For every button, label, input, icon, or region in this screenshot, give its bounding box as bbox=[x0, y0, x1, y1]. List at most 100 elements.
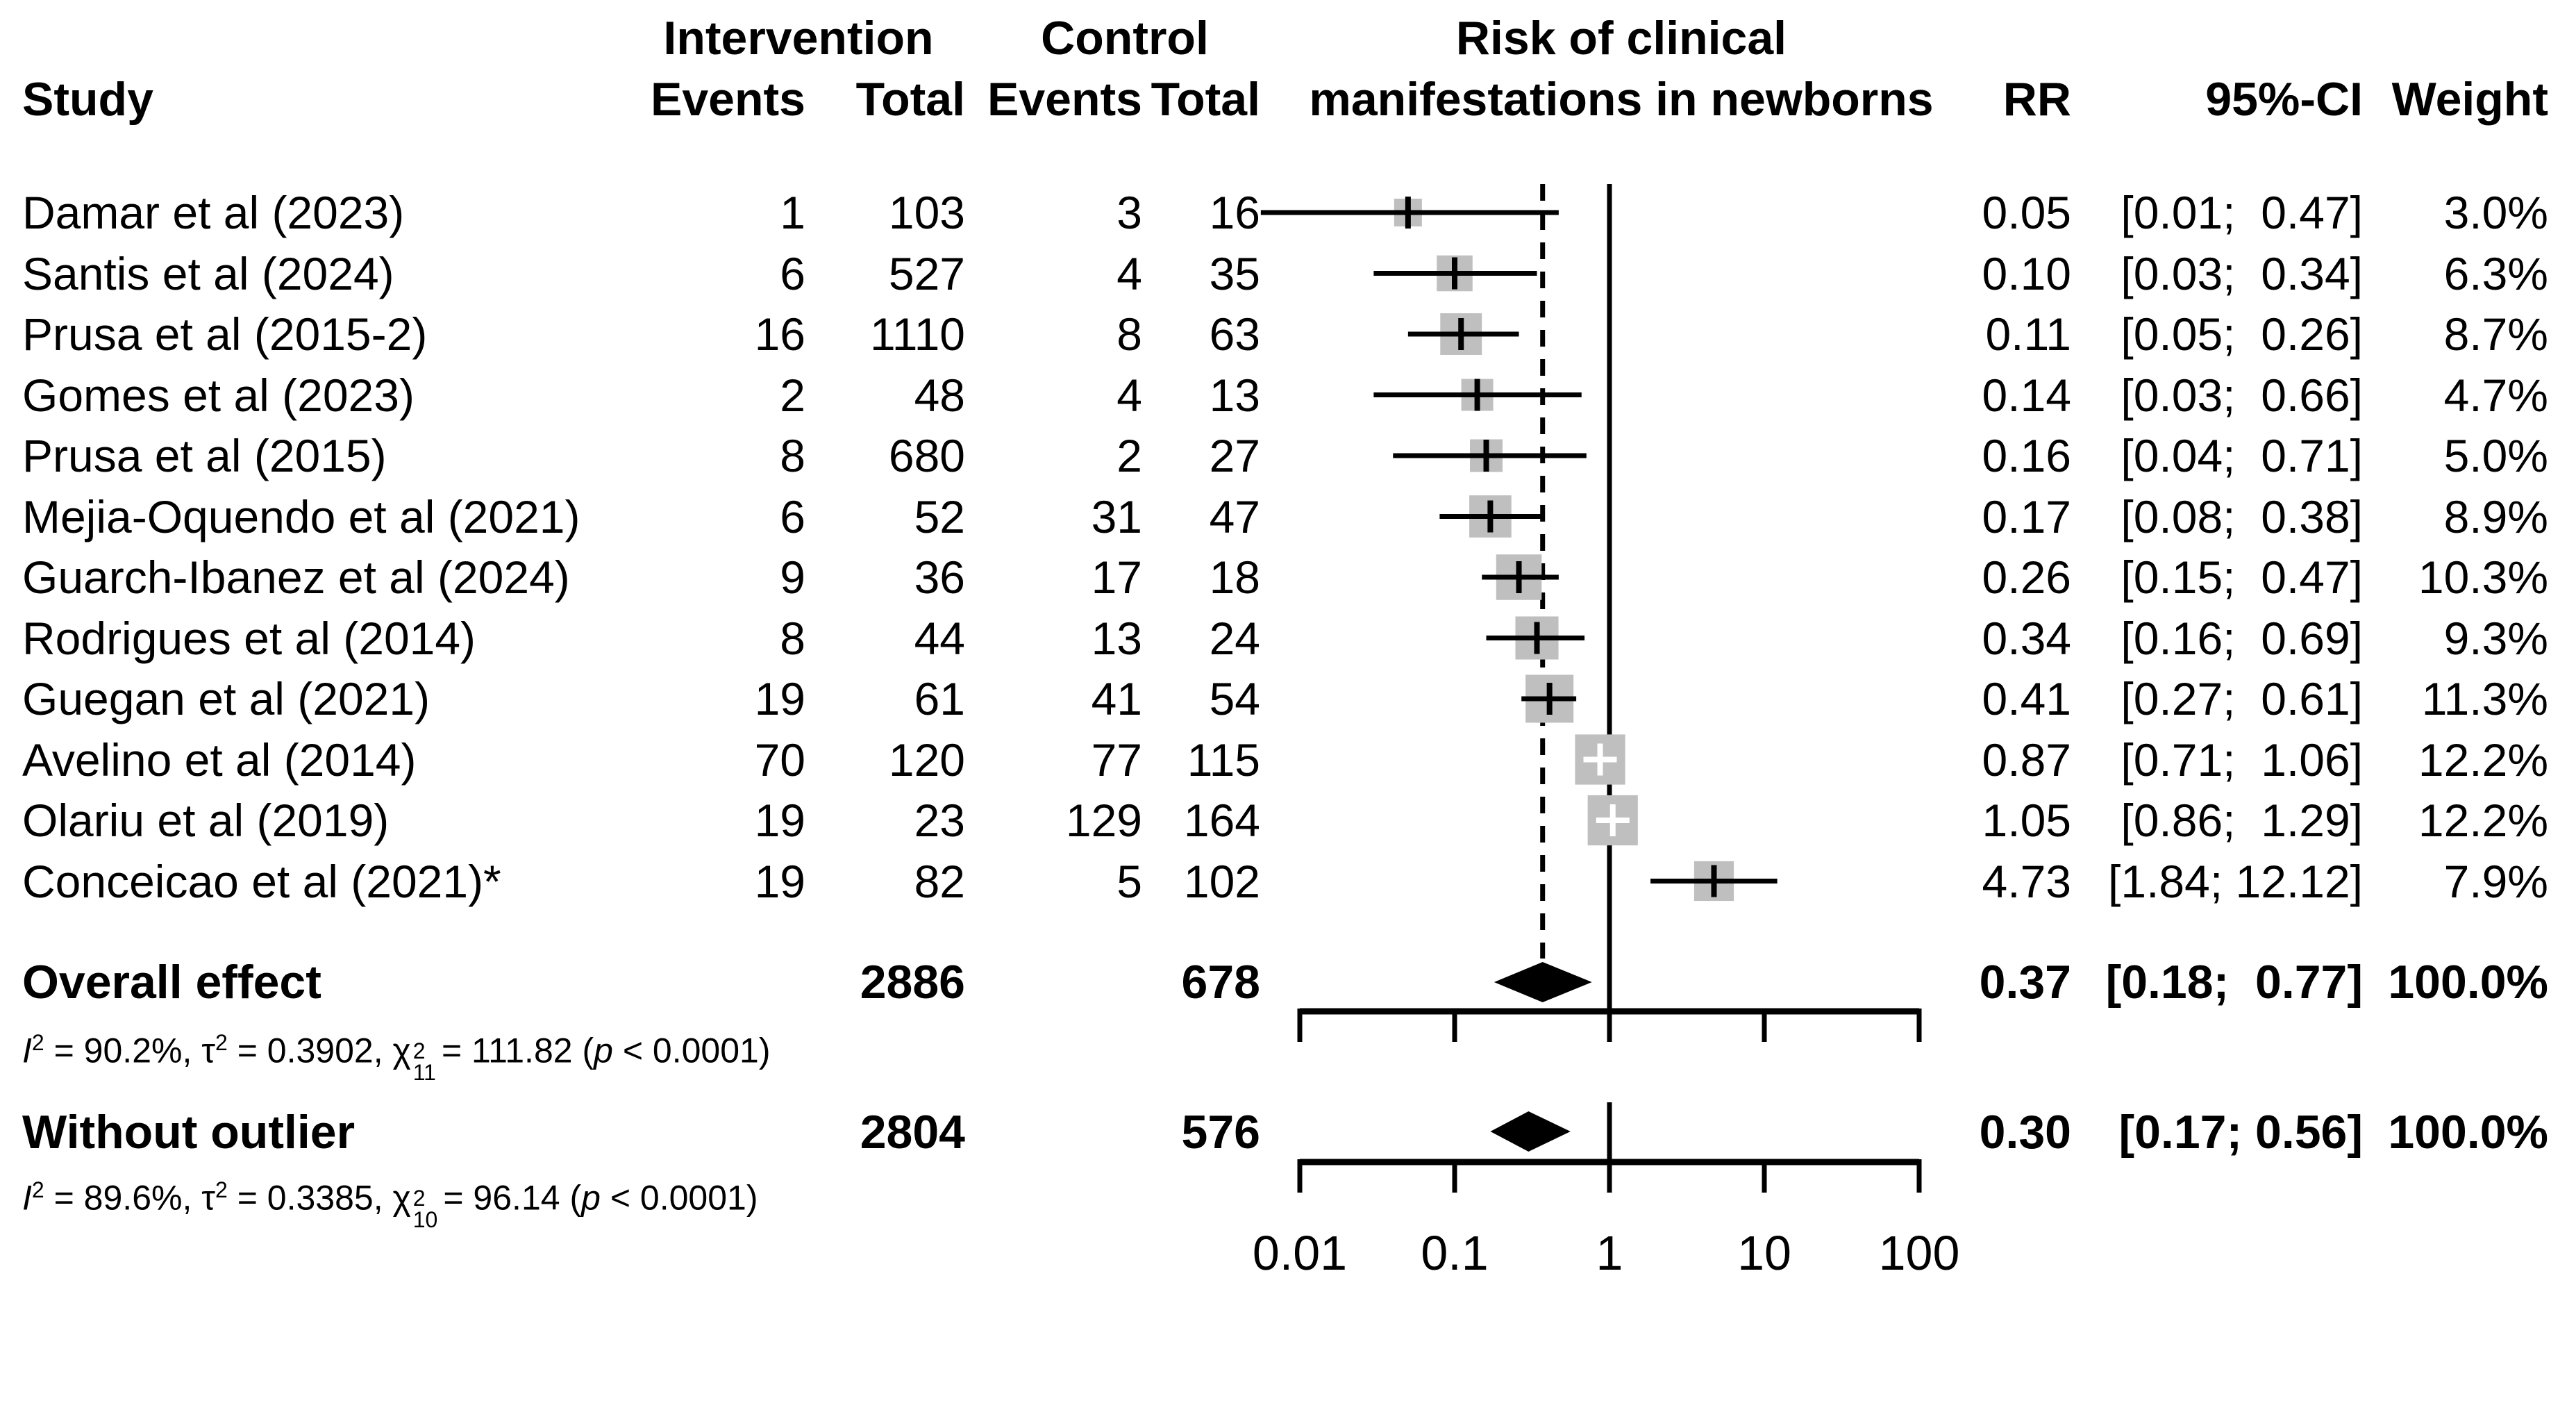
point-marker-tick bbox=[1487, 500, 1494, 533]
plot-title-line2: manifestations in newborns bbox=[1309, 73, 1934, 126]
point-marker-tick bbox=[1458, 318, 1464, 350]
intervention-events: 16 bbox=[754, 308, 805, 360]
intervention-events: 9 bbox=[780, 551, 805, 603]
intervention-total: 1110 bbox=[869, 308, 965, 360]
weight-value: 10.3% bbox=[2418, 551, 2548, 603]
point-marker-tick bbox=[1534, 622, 1540, 654]
summary-without-outlier-control-total: 576 bbox=[1181, 1106, 1260, 1159]
intervention-total: 52 bbox=[914, 490, 965, 542]
rr-value: 0.10 bbox=[1982, 247, 2071, 299]
summary-overall-rr: 0.37 bbox=[1979, 956, 2071, 1009]
ci-value: [0.27; 0.61] bbox=[2121, 673, 2363, 724]
weight-value: 8.9% bbox=[2443, 490, 2548, 542]
point-marker-white-cross bbox=[1609, 804, 1616, 836]
weight-value: 12.2% bbox=[2418, 733, 2548, 786]
column-header-rr: RR bbox=[2002, 73, 2071, 126]
control-total: 115 bbox=[1187, 733, 1260, 786]
overall-effect-diamond bbox=[1494, 962, 1592, 1002]
intervention-total: 44 bbox=[914, 612, 965, 664]
intervention-events: 8 bbox=[780, 612, 805, 664]
control-total: 18 bbox=[1209, 551, 1260, 603]
intervention-total: 680 bbox=[888, 430, 965, 481]
intervention-total: 82 bbox=[914, 855, 965, 907]
study-name: Olariu et al (2019) bbox=[22, 795, 390, 846]
summary-without-outlier-rr: 0.30 bbox=[1979, 1106, 2071, 1159]
control-events: 31 bbox=[1091, 490, 1142, 542]
control-events: 129 bbox=[1065, 795, 1142, 846]
intervention-total: 61 bbox=[914, 673, 965, 724]
study-name: Santis et al (2024) bbox=[22, 247, 394, 299]
column-header-control-events: Events bbox=[987, 73, 1142, 126]
rr-value: 1.05 bbox=[1982, 795, 2071, 846]
ci-value: [0.86; 1.29] bbox=[2121, 795, 2363, 846]
weight-value: 6.3% bbox=[2443, 247, 2548, 299]
favours-treatment-line1: Favours bbox=[1291, 1400, 1708, 1410]
intervention-events: 6 bbox=[780, 490, 805, 542]
favours-treatment-label: Favours Treatment bbox=[1291, 1286, 1708, 1410]
control-events: 8 bbox=[1116, 308, 1142, 360]
column-group-intervention: Intervention bbox=[663, 12, 934, 65]
weight-value: 12.2% bbox=[2418, 795, 2548, 846]
intervention-events: 6 bbox=[780, 247, 805, 299]
weight-value: 7.9% bbox=[2443, 855, 2548, 907]
x-axis-tick-label: 10 bbox=[1737, 1226, 1791, 1280]
summary-label-overall: Overall effect bbox=[22, 956, 321, 1009]
column-header-control-total: Total bbox=[1151, 73, 1260, 126]
control-total: 63 bbox=[1209, 308, 1260, 360]
control-total: 102 bbox=[1183, 855, 1260, 907]
control-events: 17 bbox=[1091, 551, 1142, 603]
intervention-events: 70 bbox=[754, 733, 805, 786]
x-axis-tick-label: 0.1 bbox=[1421, 1226, 1489, 1280]
control-total: 16 bbox=[1209, 187, 1260, 238]
intervention-total: 527 bbox=[888, 247, 965, 299]
summary-overall-intervention-total: 2886 bbox=[860, 956, 965, 1009]
plot-title-line1: Risk of clinical bbox=[1455, 12, 1787, 65]
control-total: 164 bbox=[1183, 795, 1260, 846]
point-marker-tick bbox=[1546, 683, 1553, 715]
rr-value: 0.05 bbox=[1982, 187, 2071, 238]
weight-value: 5.0% bbox=[2443, 430, 2548, 481]
intervention-total: 23 bbox=[914, 795, 965, 846]
study-name: Conceicao et al (2021)* bbox=[22, 855, 501, 907]
point-marker-white-cross bbox=[1597, 743, 1603, 776]
intervention-events: 8 bbox=[780, 430, 805, 481]
weight-value: 3.0% bbox=[2443, 187, 2548, 238]
control-total: 13 bbox=[1209, 369, 1260, 421]
weight-value: 8.7% bbox=[2443, 308, 2548, 360]
intervention-total: 120 bbox=[888, 733, 965, 786]
column-header-intervention-events: Events bbox=[651, 73, 805, 126]
summary-overall-control-total: 678 bbox=[1181, 956, 1260, 1009]
point-marker-tick bbox=[1711, 865, 1717, 897]
rr-value: 0.16 bbox=[1982, 430, 2071, 481]
rr-value: 0.17 bbox=[1982, 490, 2071, 542]
point-marker-tick bbox=[1483, 440, 1489, 472]
ci-value: [1.84; 12.12] bbox=[2108, 855, 2363, 907]
control-events: 13 bbox=[1091, 612, 1142, 664]
ci-value: [0.08; 0.38] bbox=[2121, 490, 2363, 542]
column-header-weight: Weight bbox=[2391, 73, 2548, 126]
study-name: Prusa et al (2015-2) bbox=[22, 308, 428, 360]
rr-value: 4.73 bbox=[1982, 855, 2071, 907]
point-marker-tick bbox=[1405, 197, 1411, 229]
intervention-total: 103 bbox=[888, 187, 965, 238]
heterogeneity-stats-without-outlier: I2 = 89.6%, τ2 = 0.3385, χ 2 10 = 96.14 (p … bbox=[22, 1177, 758, 1232]
control-events: 4 bbox=[1116, 247, 1142, 299]
favours-control-line1: Favours bbox=[1524, 1400, 1941, 1410]
ci-value: [0.05; 0.26] bbox=[2121, 308, 2363, 360]
favours-control-label: Favours Control bbox=[1524, 1286, 1941, 1410]
point-marker-tick bbox=[1474, 379, 1480, 411]
column-group-control: Control bbox=[1041, 12, 1209, 65]
control-total: 27 bbox=[1209, 430, 1260, 481]
ci-value: [0.71; 1.06] bbox=[2121, 733, 2363, 786]
study-name: Guarch-Ibanez et al (2024) bbox=[22, 551, 570, 603]
ci-value: [0.04; 0.71] bbox=[2121, 430, 2363, 481]
heterogeneity-stats-overall: I2 = 90.2%, τ2 = 0.3902, χ 2 11 = 111.82 (p… bbox=[22, 1030, 771, 1085]
rr-value: 0.87 bbox=[1982, 733, 2071, 786]
column-header-ci: 95%-CI bbox=[2205, 73, 2363, 126]
summary-without-outlier-ci: [0.17; 0.56] bbox=[2118, 1106, 2363, 1159]
study-name: Avelino et al (2014) bbox=[22, 733, 417, 786]
study-name: Prusa et al (2015) bbox=[22, 430, 387, 481]
intervention-events: 19 bbox=[754, 855, 805, 907]
